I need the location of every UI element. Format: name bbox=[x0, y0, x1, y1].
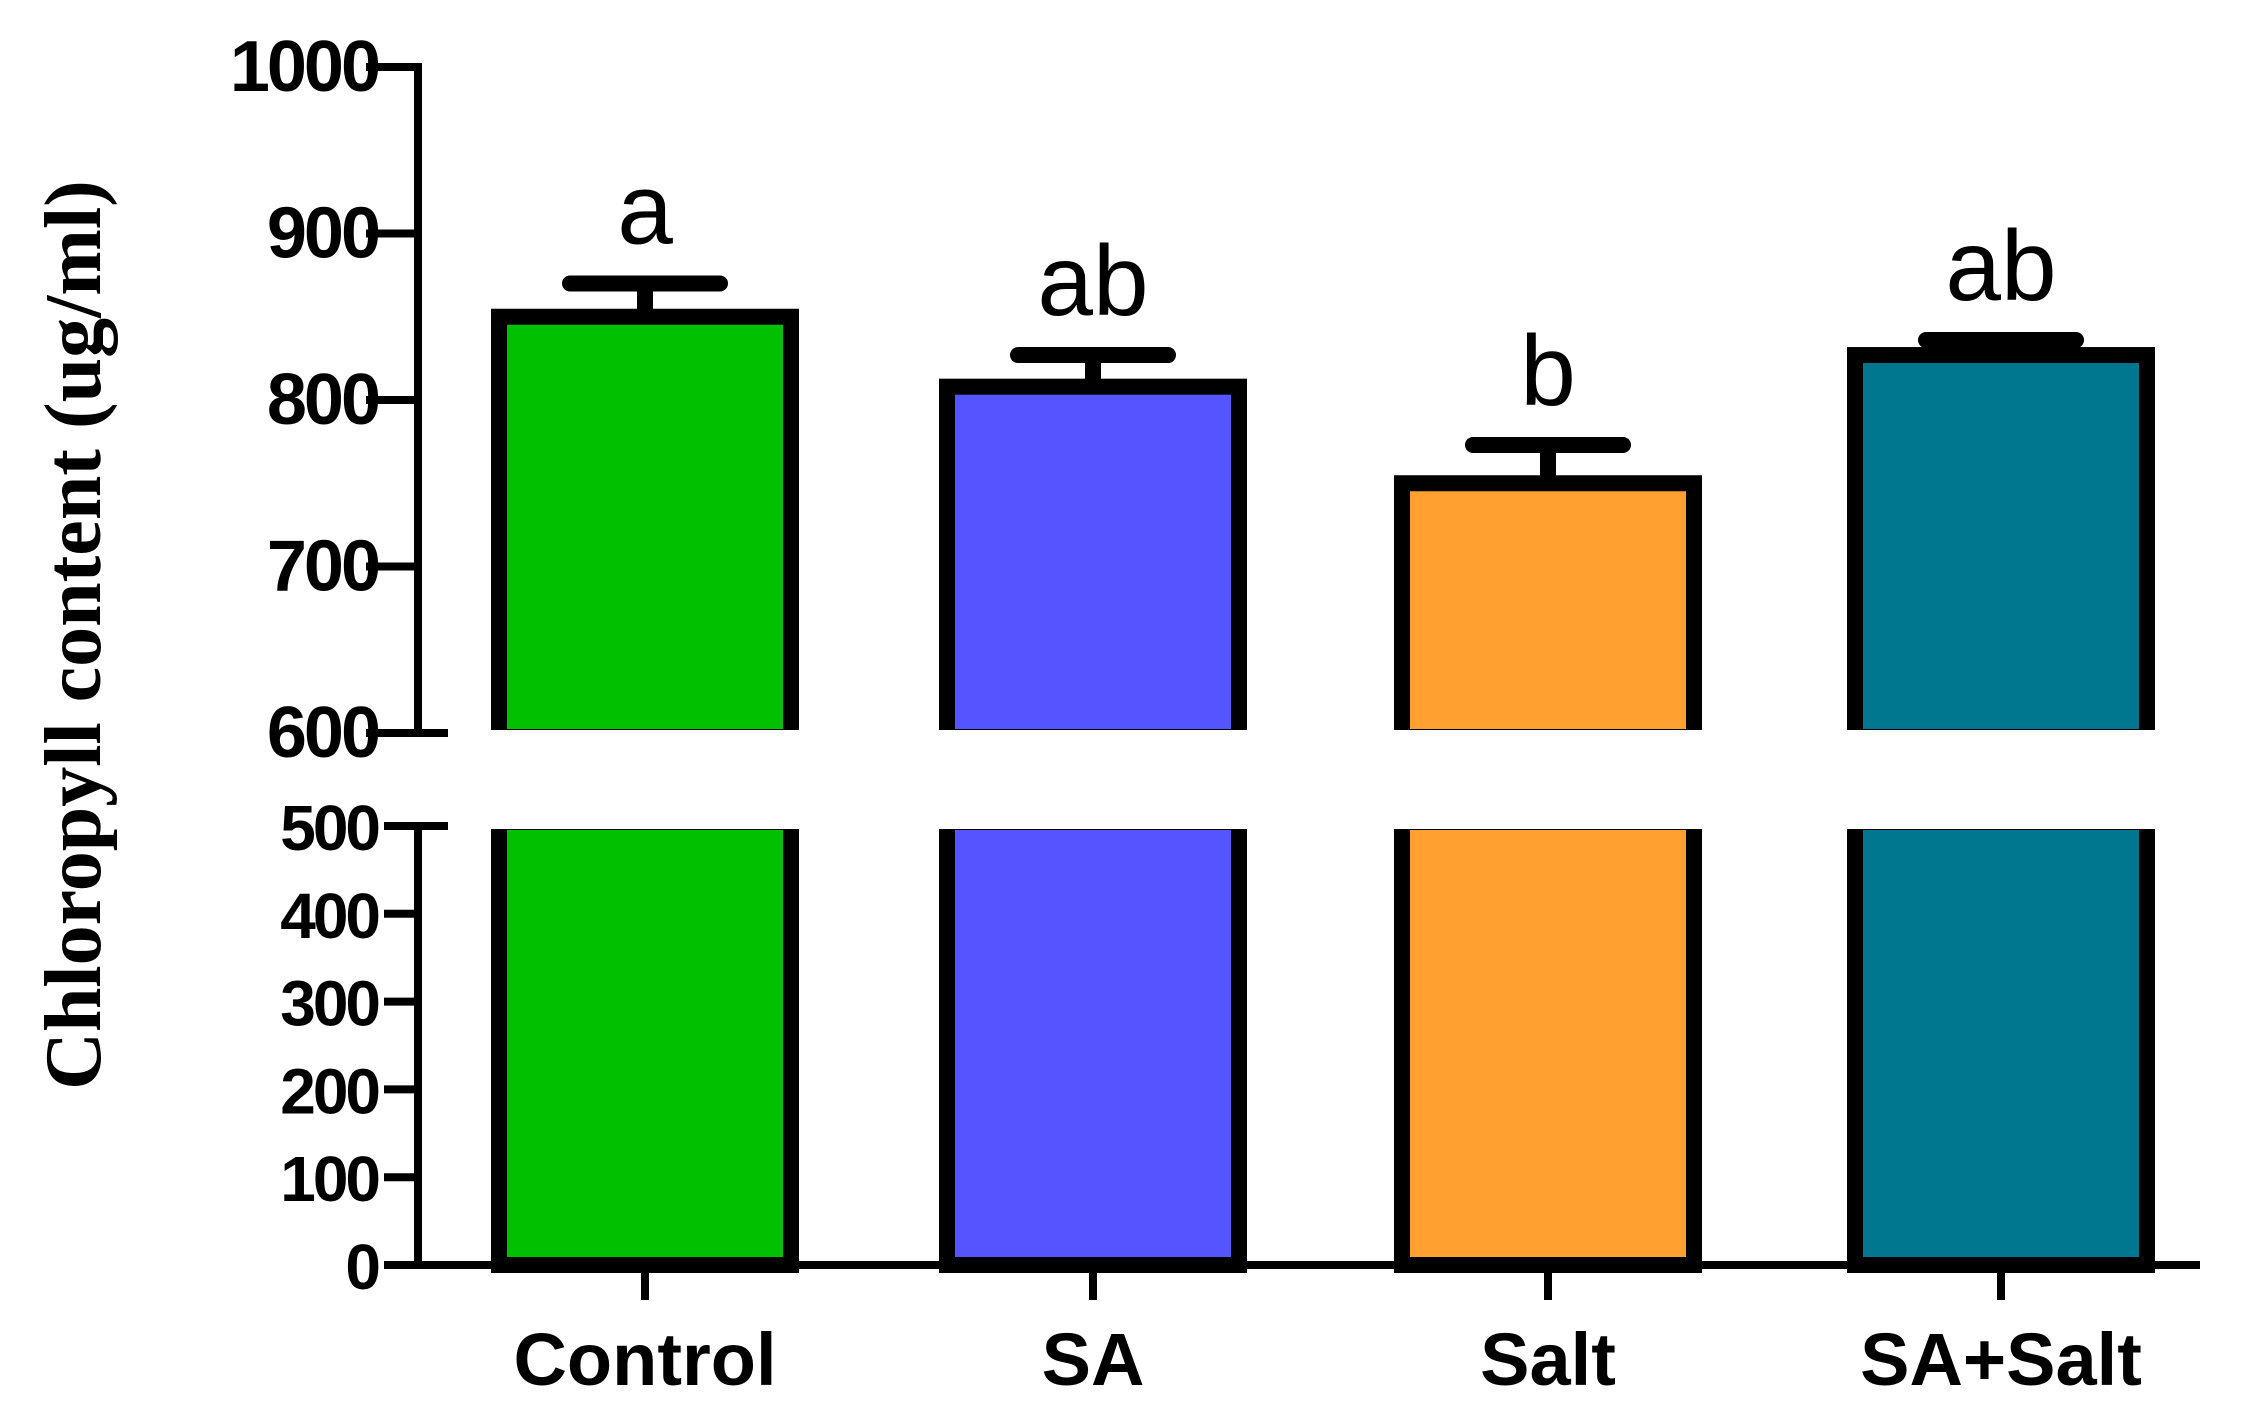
bar-lower bbox=[1394, 814, 1702, 1273]
bar-upper bbox=[1847, 347, 2155, 745]
axes-layer bbox=[366, 63, 2200, 1300]
y-tick-label: 900 bbox=[267, 194, 379, 274]
y-tick-label: 600 bbox=[267, 693, 379, 773]
y-tick-label: 300 bbox=[280, 968, 378, 1040]
axis-break-gap bbox=[931, 730, 1255, 829]
y-tick-label: 0 bbox=[345, 1231, 378, 1303]
x-tick-label: Salt bbox=[1480, 1318, 1616, 1401]
significance-letter: ab bbox=[1037, 225, 1148, 337]
y-tick-label: 700 bbox=[267, 527, 379, 607]
x-tick-label: SA bbox=[1042, 1318, 1145, 1401]
bar-upper bbox=[1394, 475, 1702, 745]
axis-break-gap bbox=[1386, 730, 1710, 829]
bar-lower bbox=[1847, 814, 2155, 1273]
axis-break-gap bbox=[1839, 730, 2163, 829]
significance-letter: ab bbox=[1945, 210, 2056, 322]
y-tick-label: 400 bbox=[280, 880, 378, 952]
y-tick-label: 800 bbox=[267, 360, 379, 440]
bars-layer bbox=[483, 275, 2163, 1273]
bar-lower bbox=[491, 814, 799, 1273]
y-tick-label: 200 bbox=[280, 1055, 378, 1127]
bar-lower bbox=[939, 814, 1247, 1273]
significance-letter: b bbox=[1520, 315, 1576, 427]
y-tick-label: 500 bbox=[280, 792, 378, 864]
labels-layer: a Control ab SA b Salt ab SA+Salt 600 700 800 900 10… bbox=[230, 27, 2142, 1401]
bar-upper bbox=[491, 308, 799, 745]
axis-break-gap bbox=[483, 730, 807, 829]
bar-upper bbox=[939, 378, 1247, 745]
y-tick-label: 1000 bbox=[230, 27, 379, 107]
x-tick-label: Control bbox=[513, 1318, 776, 1401]
y-axis-title: Chloropyll content (ug/ml) bbox=[30, 180, 118, 1090]
x-tick-label: SA+Salt bbox=[1860, 1318, 2142, 1401]
significance-letter: a bbox=[617, 153, 673, 265]
y-tick-label: 100 bbox=[280, 1143, 378, 1215]
